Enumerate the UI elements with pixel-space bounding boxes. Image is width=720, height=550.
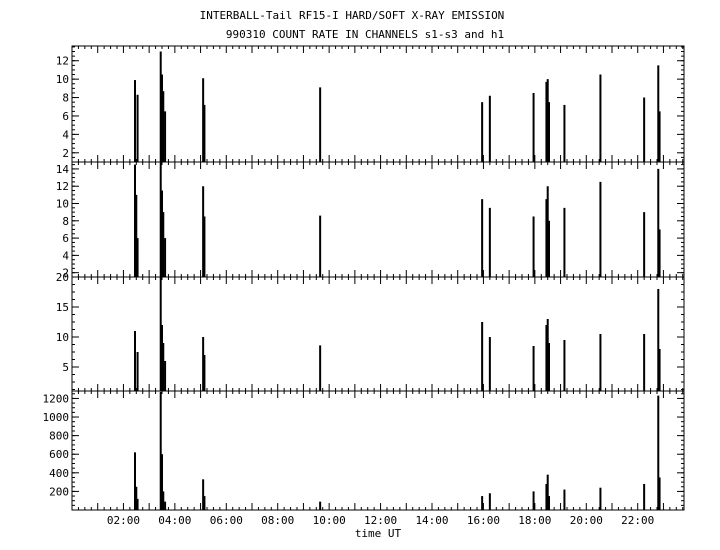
- panel-2: 2 4 6 8 10 12 14: [56, 161, 685, 280]
- x-tick-labels: 02:00 04:00 06:00 08:00 10:00 12:00 14:00 16:00…: [107, 514, 654, 527]
- x-axis-label: time UT: [355, 527, 402, 540]
- chart-subtitle: 990310 COUNT RATE IN CHANNELS s1-s3 and …: [226, 28, 504, 41]
- x-tick-label: 18:00: [518, 514, 551, 527]
- y-tick-label: 2: [62, 267, 69, 280]
- y-tick-label: 10: [56, 198, 69, 211]
- y-tick-label: 10: [56, 73, 69, 86]
- x-tick-label: 04:00: [158, 514, 191, 527]
- y-tick-label: 600: [49, 448, 69, 461]
- y-tick-label: 10: [56, 331, 69, 344]
- y-tick-label: 2: [62, 147, 69, 160]
- y-tick-label: 12: [56, 180, 69, 193]
- x-tick-label: 16:00: [467, 514, 500, 527]
- x-tick-label: 20:00: [570, 514, 603, 527]
- x-tick-label: 14:00: [415, 514, 448, 527]
- x-tick-label: 08:00: [261, 514, 294, 527]
- x-tick-label: 22:00: [621, 514, 654, 527]
- y-tick-label: 6: [62, 110, 69, 123]
- x-tick-label: 02:00: [107, 514, 140, 527]
- panel-frame: [71, 390, 685, 511]
- y-tick-label: 5: [62, 361, 69, 374]
- y-tick-label: 400: [49, 467, 69, 480]
- y-tick-label: 14: [56, 163, 70, 176]
- x-tick-label: 06:00: [210, 514, 243, 527]
- y-tick-label: 4: [62, 249, 69, 262]
- y-tick-label: 8: [62, 215, 69, 228]
- x-tick-label: 10:00: [313, 514, 346, 527]
- y-tick-label: 200: [49, 485, 69, 498]
- chart-panels: 2 4 6 8 10 12 2 4 6 8 10 12 14 5 10 15 20 200 400 600 800 100…: [43, 45, 685, 511]
- y-tick-label: 20: [56, 271, 69, 284]
- y-tick-label: 1200: [43, 392, 70, 405]
- y-tick-label: 15: [56, 301, 69, 314]
- x-tick-label: 12:00: [364, 514, 397, 527]
- panel-3: 5 10 15 20: [56, 271, 685, 392]
- y-tick-label: 1000: [43, 411, 70, 424]
- y-tick-label: 8: [62, 92, 69, 105]
- y-tick-label: 800: [49, 430, 69, 443]
- y-tick-label: 6: [62, 232, 69, 245]
- chart-title: INTERBALL-Tail RF15-I HARD/SOFT X-RAY EM…: [200, 9, 505, 22]
- y-tick-label: 12: [56, 55, 69, 68]
- panel-1: 2 4 6 8 10 12: [56, 45, 685, 163]
- y-tick-label: 4: [62, 128, 69, 141]
- panel-4: 200 400 600 800 1000 1200: [43, 390, 685, 511]
